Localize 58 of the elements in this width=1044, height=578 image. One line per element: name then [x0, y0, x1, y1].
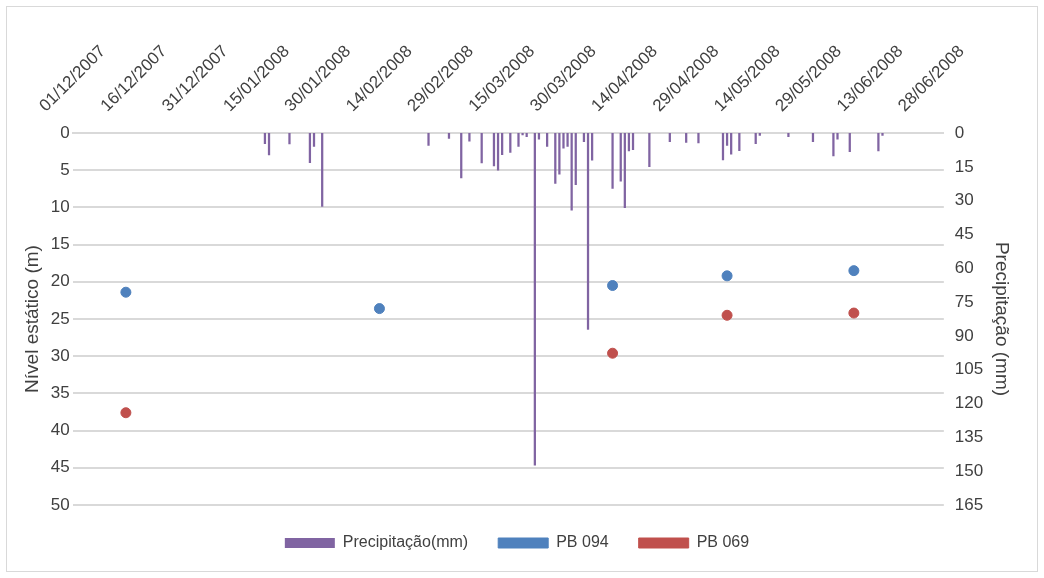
y2-tick-label: 60 — [954, 257, 974, 277]
bar — [697, 133, 700, 144]
y2-tick-label: 75 — [954, 291, 974, 311]
bar — [427, 133, 430, 146]
y-tick-label: 0 — [60, 122, 70, 142]
bar — [288, 133, 291, 145]
y-tick-label: 15 — [50, 234, 70, 254]
bar — [590, 133, 594, 161]
point — [120, 407, 132, 419]
bar — [546, 133, 549, 147]
y2-tick-label: 165 — [954, 494, 984, 514]
bar — [730, 133, 733, 155]
point — [848, 307, 860, 319]
y2-tick-label: 150 — [954, 460, 984, 480]
bar — [611, 133, 614, 189]
point — [607, 280, 619, 292]
y-tick-label: 25 — [50, 308, 70, 328]
bar — [685, 133, 688, 143]
bar — [738, 133, 741, 151]
y-tick-label: 20 — [50, 271, 70, 291]
y-tick-label: 10 — [50, 197, 70, 217]
y2-tick-label: 105 — [954, 359, 984, 379]
y-tick-label: 40 — [50, 420, 70, 440]
legend-label: PB 094 — [556, 533, 609, 551]
point — [373, 303, 385, 315]
bar — [468, 133, 471, 142]
bar — [648, 133, 651, 167]
bar — [758, 133, 761, 136]
y2-tick-label: 15 — [954, 156, 974, 176]
bar — [558, 133, 561, 175]
y-tick-label: 45 — [50, 457, 70, 477]
y2-tick-label: 30 — [954, 190, 974, 210]
y2-tick-label: 45 — [954, 224, 974, 244]
bar — [787, 133, 790, 137]
point — [721, 309, 733, 321]
y2-tick-label: 120 — [954, 393, 984, 413]
y2-tick-label: 90 — [954, 325, 974, 345]
bar — [517, 133, 520, 147]
legend-label: PB 069 — [696, 533, 750, 551]
bar — [312, 133, 316, 147]
bar — [447, 133, 451, 139]
bar — [877, 133, 880, 152]
bar — [832, 133, 835, 157]
point — [721, 270, 733, 282]
legend-label: Precipitação(mm) — [342, 533, 469, 551]
y-tick-label: 35 — [50, 383, 70, 403]
y-tick-label: 50 — [50, 494, 70, 514]
y-tick-label: 5 — [60, 159, 70, 179]
y2-axis-title: Precipitação (mm) — [992, 241, 1014, 397]
y-tick-label: 30 — [50, 345, 70, 365]
bar — [725, 133, 729, 146]
point — [848, 265, 860, 277]
bar — [566, 133, 569, 147]
y2-tick-label: 0 — [954, 122, 965, 142]
y-axis-title: Nível estático (m) — [20, 245, 42, 393]
point — [607, 347, 619, 359]
point — [120, 286, 132, 298]
y2-tick-label: 135 — [954, 427, 984, 447]
